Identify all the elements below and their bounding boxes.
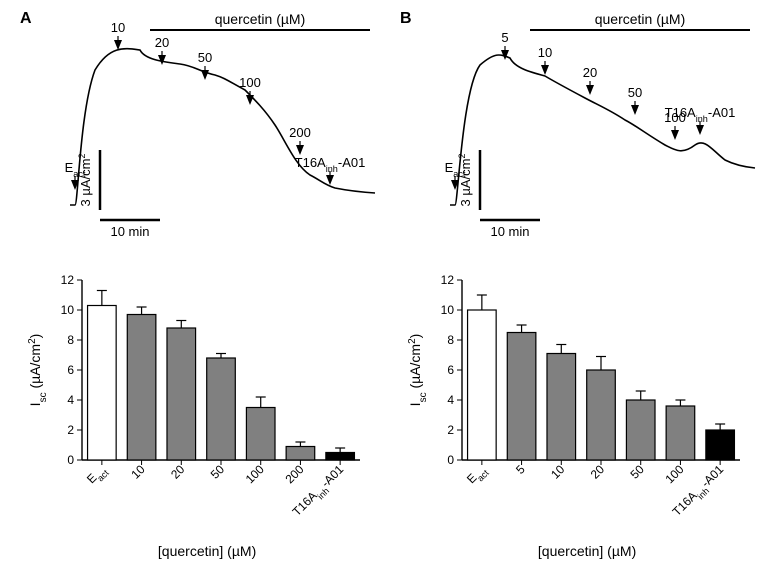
svg-text:100: 100 xyxy=(662,462,686,486)
svg-text:0: 0 xyxy=(67,453,74,467)
svg-text:10: 10 xyxy=(111,20,125,35)
svg-text:100: 100 xyxy=(239,75,261,90)
svg-text:Eact: Eact xyxy=(464,462,491,489)
panel-a-trace: quercetin (µM)Eact102050100200T16Ainh-A0… xyxy=(20,10,390,240)
svg-text:6: 6 xyxy=(67,363,74,377)
svg-text:5: 5 xyxy=(513,462,528,477)
svg-text:20: 20 xyxy=(155,35,169,50)
svg-text:100: 100 xyxy=(243,462,267,486)
svg-text:2: 2 xyxy=(67,423,74,437)
svg-text:[quercetin] (µM): [quercetin] (µM) xyxy=(538,543,636,559)
svg-text:50: 50 xyxy=(208,462,228,482)
svg-text:50: 50 xyxy=(198,50,212,65)
svg-text:200: 200 xyxy=(289,125,311,140)
svg-text:quercetin (µM): quercetin (µM) xyxy=(215,11,306,27)
svg-text:2: 2 xyxy=(447,423,454,437)
svg-text:5: 5 xyxy=(501,30,508,45)
svg-text:10: 10 xyxy=(128,462,148,482)
svg-text:10 min: 10 min xyxy=(490,224,529,239)
panel-a-bars: 024681012Isc (µA/cm2)Eact102050100200T16… xyxy=(20,260,370,570)
svg-text:10 min: 10 min xyxy=(110,224,149,239)
svg-text:8: 8 xyxy=(447,333,454,347)
svg-text:8: 8 xyxy=(67,333,74,347)
svg-text:10: 10 xyxy=(441,303,455,317)
svg-text:4: 4 xyxy=(447,393,454,407)
svg-text:10: 10 xyxy=(548,462,568,482)
panel-b-trace: quercetin (µM)Eact5102050100T16Ainh-A013… xyxy=(400,10,770,240)
svg-text:3 µA/cm2: 3 µA/cm2 xyxy=(457,154,473,207)
svg-text:0: 0 xyxy=(447,453,454,467)
svg-text:50: 50 xyxy=(627,462,647,482)
svg-text:Eact: Eact xyxy=(84,462,111,489)
svg-text:20: 20 xyxy=(588,462,608,482)
svg-text:50: 50 xyxy=(628,85,642,100)
svg-text:12: 12 xyxy=(441,273,455,287)
svg-text:4: 4 xyxy=(67,393,74,407)
svg-text:20: 20 xyxy=(168,462,188,482)
svg-text:12: 12 xyxy=(61,273,75,287)
svg-text:quercetin (µM): quercetin (µM) xyxy=(595,11,686,27)
panel-b-bars: 024681012Isc (µA/cm2)Eact5102050100T16Ai… xyxy=(400,260,750,570)
svg-text:10: 10 xyxy=(538,45,552,60)
svg-text:Isc (µA/cm2): Isc (µA/cm2) xyxy=(407,334,429,407)
svg-text:3 µA/cm2: 3 µA/cm2 xyxy=(77,154,93,207)
svg-text:200: 200 xyxy=(282,462,306,486)
svg-text:[quercetin] (µM): [quercetin] (µM) xyxy=(158,543,256,559)
svg-text:6: 6 xyxy=(447,363,454,377)
svg-text:10: 10 xyxy=(61,303,75,317)
svg-text:20: 20 xyxy=(583,65,597,80)
svg-text:Isc (µA/cm2): Isc (µA/cm2) xyxy=(27,334,49,407)
